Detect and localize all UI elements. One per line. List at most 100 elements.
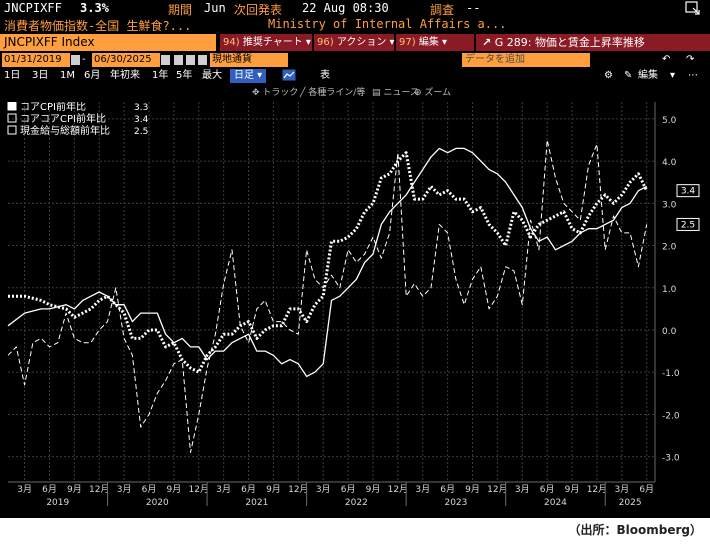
tool-zoom[interactable]: ⊕ ズーム xyxy=(414,88,452,98)
x-tick-label: 6月 xyxy=(42,484,57,495)
line-chart-icon[interactable] xyxy=(282,69,296,83)
x-tick-label: 9月 xyxy=(465,484,480,495)
tool-news[interactable]: ▤ ニュース xyxy=(372,88,419,98)
x-tick-label: 3月 xyxy=(117,484,132,495)
x-tick-label: 3月 xyxy=(17,484,32,495)
legend-label: コアコアCPI前年比 xyxy=(20,112,106,125)
header-row: JNCPIXFF 3.3% 期間 Jun 次回発表 22 Aug 08:30 調… xyxy=(0,0,710,16)
legend-value: 3.4 xyxy=(134,115,149,125)
period-6m[interactable]: 6月 xyxy=(84,70,101,81)
more-icon[interactable]: ⋯ xyxy=(688,70,698,81)
news-headline-button[interactable]: ↗ G 289: 物価と賃金上昇率推移 xyxy=(476,34,710,51)
legend-marker xyxy=(7,125,17,135)
chevron-right-icon[interactable] xyxy=(198,55,207,65)
x-tick-label: 3月 xyxy=(316,484,331,495)
source-caption: （出所：Bloomberg） xyxy=(568,523,703,537)
period-1d[interactable]: 1日 xyxy=(4,70,21,81)
x-tick-label: 3月 xyxy=(415,484,430,495)
frequency-select[interactable]: 日足 ▾ xyxy=(230,69,267,83)
period-1m[interactable]: 1M xyxy=(60,70,75,81)
ticker-symbol: JNCPIXFF xyxy=(4,1,62,15)
legend-marker xyxy=(7,113,17,123)
series-line-2 xyxy=(7,147,647,378)
year-label: 2025 xyxy=(619,498,642,508)
range-row: 01/31/2019 - 06/30/2025 現地通貨 データを追加 ↶ ↷ xyxy=(0,53,710,68)
x-tick-label: 3月 xyxy=(614,484,629,495)
x-tick-label: 12月 xyxy=(189,484,209,495)
x-tick-label: 12月 xyxy=(288,484,308,495)
currency-select[interactable]: 現地通貨 xyxy=(210,53,288,67)
calendar-icon[interactable] xyxy=(161,55,170,65)
y-tick-label: -2.0 xyxy=(662,411,680,421)
undo-icon[interactable]: ↶ xyxy=(662,54,671,65)
bloomberg-terminal: JNCPIXFF 3.3% 期間 Jun 次回発表 22 Aug 08:30 調… xyxy=(0,0,710,518)
period-3d[interactable]: 3日 xyxy=(32,70,49,81)
pencil-icon[interactable]: ✎ xyxy=(624,70,633,81)
last-value: 3.3% xyxy=(80,1,109,15)
y-tick-label: 1.0 xyxy=(662,285,677,295)
tool-track[interactable]: ✥ トラック xyxy=(252,88,299,98)
period-1y[interactable]: 1年 xyxy=(152,70,169,81)
survey-label: 調査 xyxy=(430,3,455,16)
range-dash: - xyxy=(82,54,86,65)
add-data-input[interactable]: データを追加 xyxy=(462,53,590,67)
data-source: Ministry of Internal Affairs a... xyxy=(268,17,507,31)
period-value: Jun xyxy=(204,1,226,15)
x-tick-label: 6月 xyxy=(540,484,555,495)
survey-value: -- xyxy=(466,1,481,15)
next-release-value: 22 Aug 08:30 xyxy=(302,1,389,15)
x-tick-label: 6月 xyxy=(142,484,157,495)
y-tick-label: -3.0 xyxy=(662,454,680,464)
y-tick-label: 5.0 xyxy=(662,116,677,126)
x-tick-label: 12月 xyxy=(388,484,408,495)
export-icon[interactable] xyxy=(684,0,702,16)
x-tick-label: 12月 xyxy=(587,484,607,495)
settings-icon[interactable]: ⚙ xyxy=(604,70,613,81)
last-value-tag xyxy=(676,184,700,198)
series-line-3 xyxy=(7,139,648,453)
menu-actions[interactable]: 96) アクション ▾ xyxy=(314,34,395,51)
next-release-label: 次回発表 xyxy=(234,3,283,16)
x-tick-label: 6月 xyxy=(639,484,654,495)
year-label: 2023 xyxy=(444,498,467,508)
tool-lines[interactable]: ╱ 各種ライン/等 xyxy=(300,88,366,98)
x-tick-label: 9月 xyxy=(366,484,381,495)
menu-recommended-charts[interactable]: 94) 推奨チャート ▾ xyxy=(220,34,312,51)
last-value-tag xyxy=(676,217,700,231)
y-tick-label: 3.0 xyxy=(662,200,677,210)
chevron-down-icon[interactable]: ▾ xyxy=(670,70,676,81)
period-5y[interactable]: 5年 xyxy=(176,70,193,81)
end-date-input[interactable]: 06/30/2025 xyxy=(92,53,160,67)
menu-edit[interactable]: 97) 編集 ▾ xyxy=(396,34,474,51)
x-tick-label: 9月 xyxy=(67,484,82,495)
legend-value: 3.3 xyxy=(134,103,148,113)
year-label: 2019 xyxy=(46,498,69,508)
chevron-left-icon[interactable] xyxy=(174,55,183,65)
x-tick-label: 9月 xyxy=(565,484,580,495)
index-name-field[interactable]: JNCPIXFF Index xyxy=(0,34,216,51)
x-tick-label: 3月 xyxy=(216,484,231,495)
series-description: 消費者物価指数-全国 生鮮食?... xyxy=(4,19,192,33)
x-tick-label: 9月 xyxy=(167,484,182,495)
chevron-right-icon[interactable] xyxy=(186,55,195,65)
period-ytd[interactable]: 年初来 xyxy=(110,70,140,81)
year-label: 2022 xyxy=(345,498,368,508)
redo-icon[interactable]: ↷ xyxy=(686,54,695,65)
chart-tools-row: ✥ トラック ╱ 各種ライン/等 ▤ ニュース ⊕ ズーム xyxy=(0,86,710,102)
start-date-input[interactable]: 01/31/2019 xyxy=(2,53,70,67)
calendar-icon[interactable] xyxy=(71,55,80,65)
legend-value: 2.5 xyxy=(134,127,148,137)
x-tick-label: 6月 xyxy=(241,484,256,495)
edit-button[interactable]: 編集 xyxy=(638,70,658,81)
last-value-tag-label: 2.5 xyxy=(681,220,695,230)
x-tick-label: 12月 xyxy=(89,484,109,495)
x-tick-label: 6月 xyxy=(440,484,455,495)
year-label: 2021 xyxy=(245,498,268,508)
year-label: 2020 xyxy=(146,498,169,508)
legend-marker xyxy=(7,102,17,111)
table-toggle[interactable]: 表 xyxy=(320,70,330,81)
x-tick-label: 12月 xyxy=(487,484,507,495)
period-max[interactable]: 最大 xyxy=(202,70,222,81)
y-tick-label: 4.0 xyxy=(662,158,677,168)
y-tick-label: 0.0 xyxy=(662,327,677,337)
